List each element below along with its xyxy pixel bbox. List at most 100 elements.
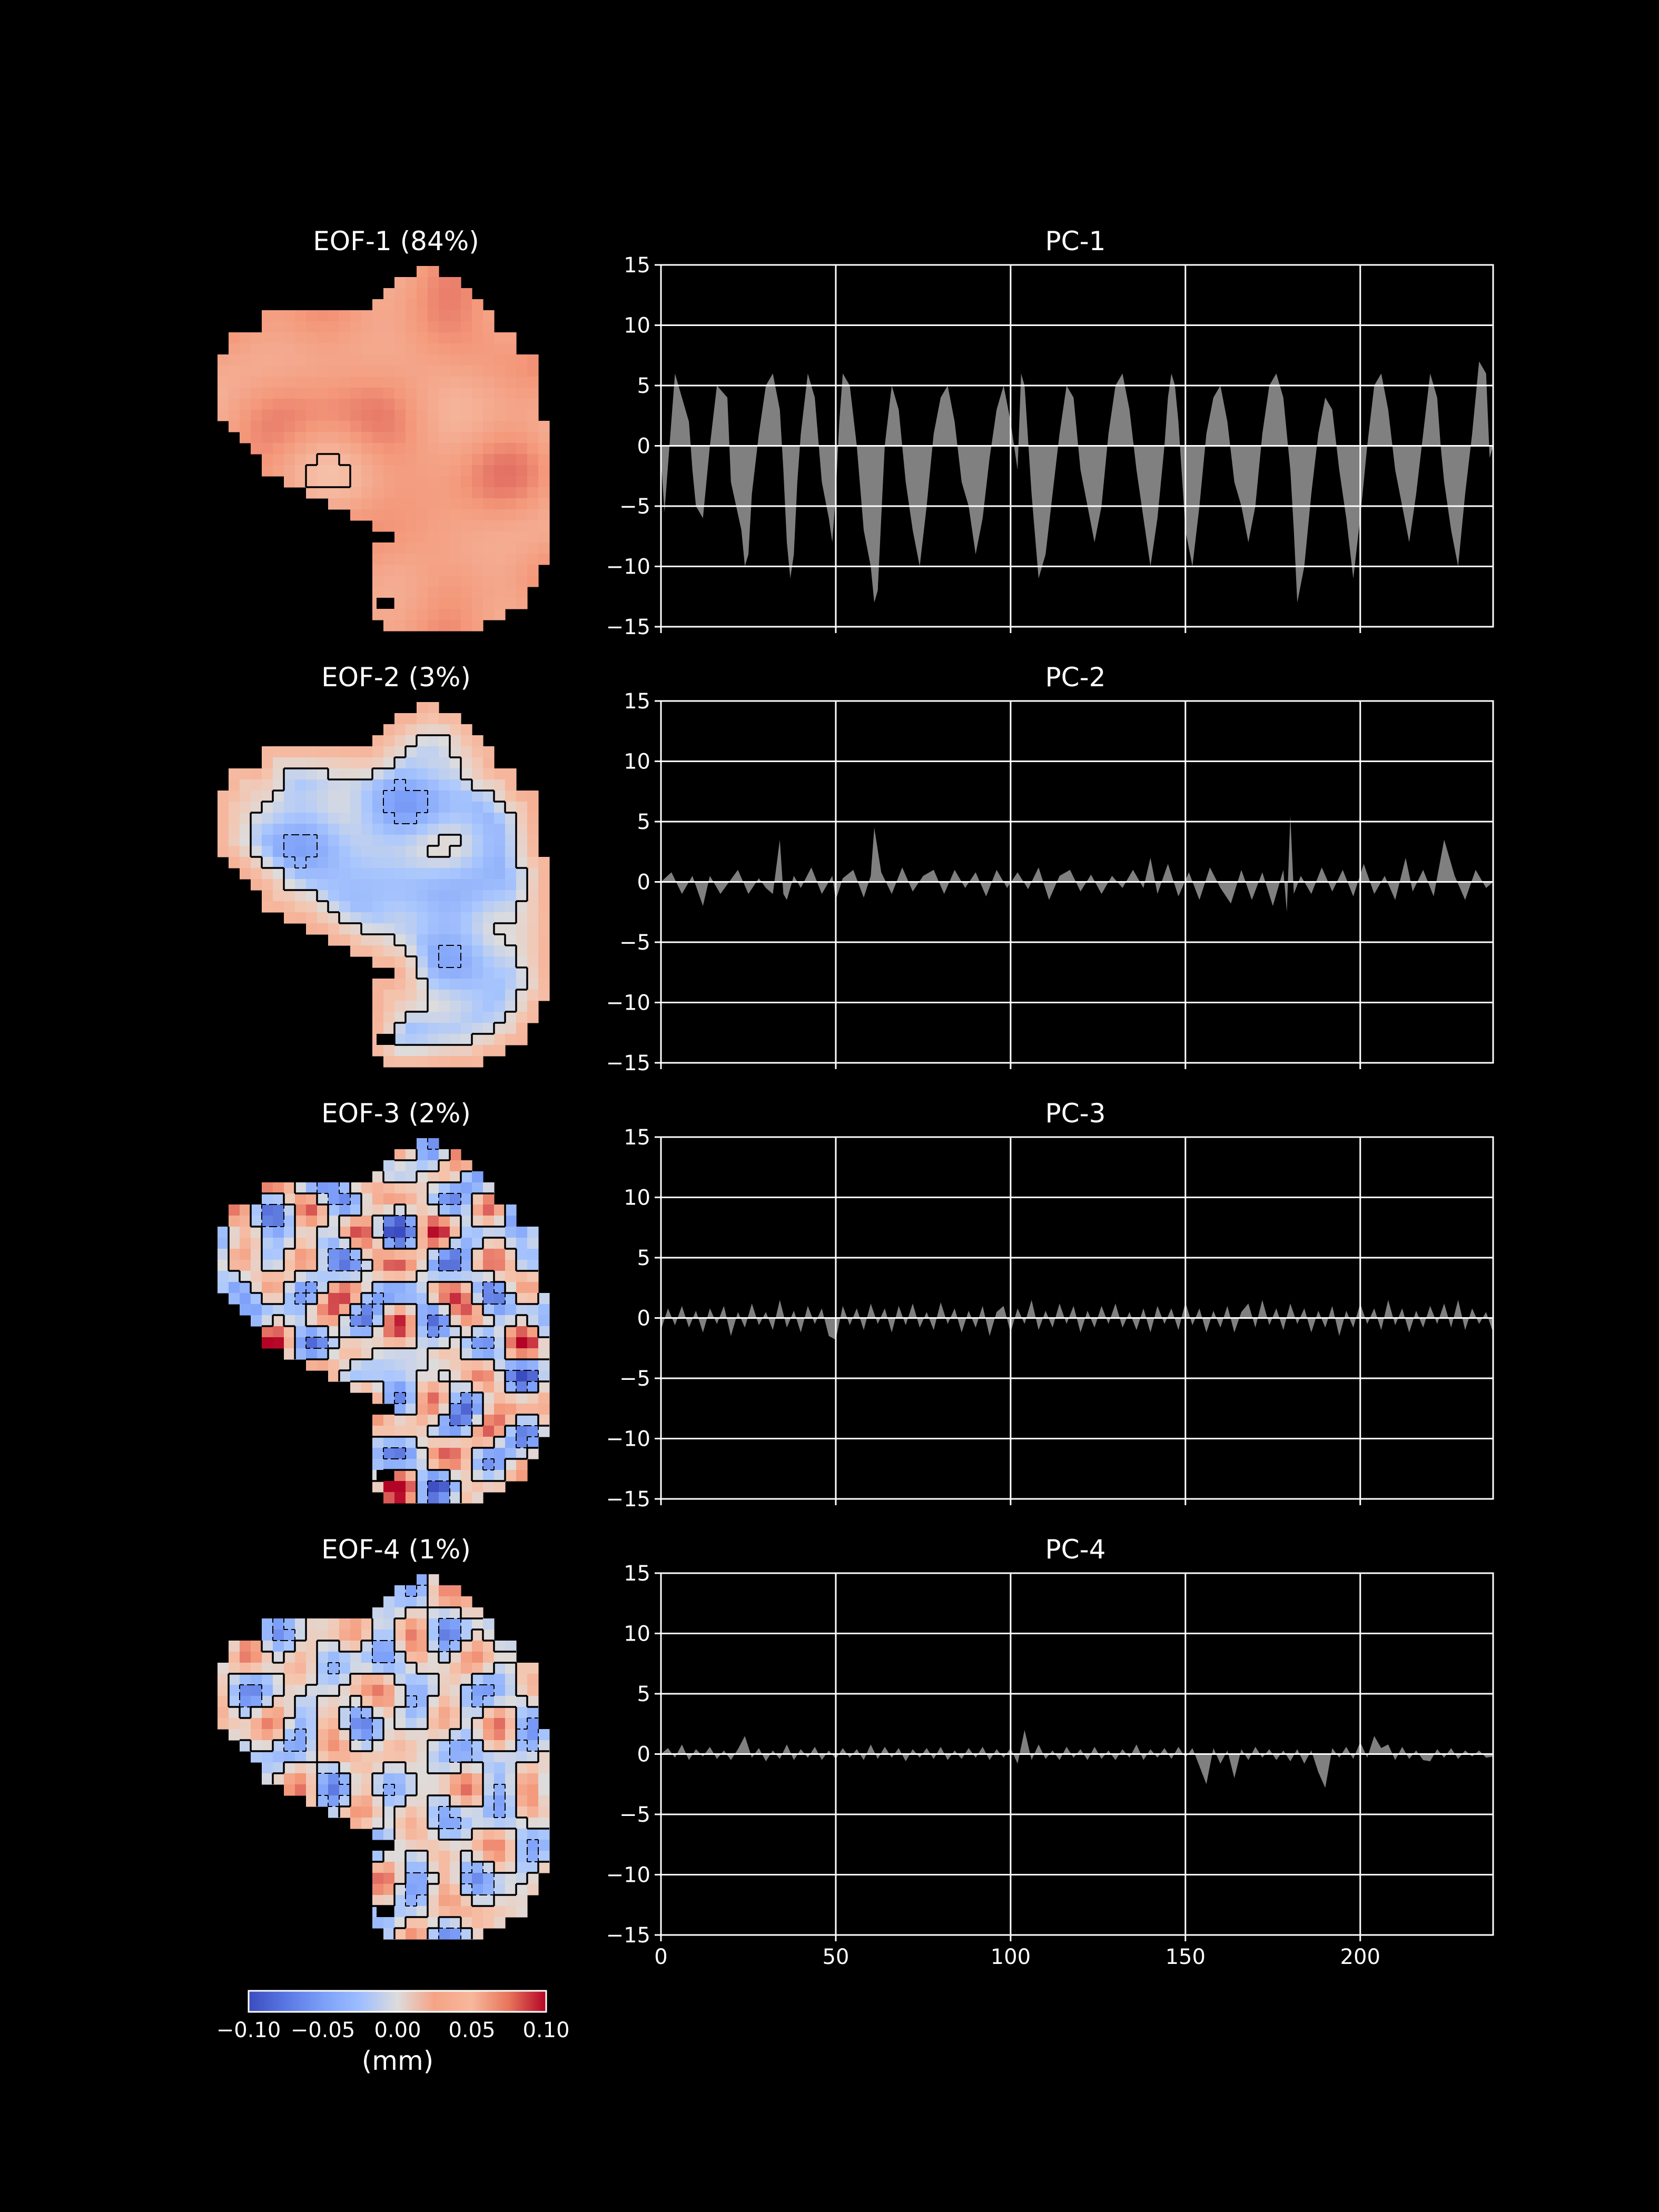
eof-cell xyxy=(251,1707,262,1719)
eof-cell xyxy=(472,967,483,979)
eof-cell xyxy=(428,1873,439,1884)
eof-cell xyxy=(251,1216,262,1227)
eof-cell xyxy=(472,791,483,802)
eof-cell xyxy=(394,1481,406,1493)
eof-cell xyxy=(372,846,384,857)
eof-cell xyxy=(306,857,318,868)
eof-cell xyxy=(428,1204,439,1216)
eof-cell xyxy=(372,1348,384,1360)
eof-cell xyxy=(439,1249,450,1260)
eof-cell xyxy=(516,598,528,609)
eof-cell xyxy=(494,1840,506,1851)
eof-cell xyxy=(406,1618,417,1630)
eof-cell xyxy=(527,1663,539,1674)
eof-cell xyxy=(383,746,395,758)
eof-cell xyxy=(439,1806,450,1818)
y-tick-label: 5 xyxy=(637,374,650,398)
eof-cell xyxy=(417,587,428,598)
eof-cell xyxy=(372,802,384,813)
eof-cell xyxy=(383,609,395,620)
eof-cell xyxy=(229,1641,240,1652)
eof-cell xyxy=(317,343,329,355)
eof-cell xyxy=(350,1729,362,1741)
eof-cell xyxy=(406,1023,417,1034)
eof-cell xyxy=(229,377,240,388)
eof-cell xyxy=(527,1348,539,1360)
eof-cell xyxy=(428,277,439,289)
eof-cell xyxy=(406,945,417,957)
eof-cell xyxy=(428,620,439,631)
eof-cell xyxy=(527,934,539,946)
eof-cell xyxy=(428,1806,439,1818)
eof-cell xyxy=(439,1271,450,1282)
eof-cell xyxy=(428,520,439,532)
eof-cell xyxy=(439,1818,450,1829)
eof-cell xyxy=(372,1895,384,1907)
eof-cell xyxy=(428,890,439,902)
eof-cell xyxy=(251,1271,262,1282)
eof-cell xyxy=(417,565,428,576)
eof-cell xyxy=(428,1160,439,1172)
eof-cell xyxy=(262,802,273,813)
eof-cell xyxy=(450,443,461,455)
eof-cell xyxy=(262,1641,273,1652)
eof-cell xyxy=(372,576,384,587)
eof-cell xyxy=(516,1404,528,1415)
eof-cell xyxy=(527,1873,539,1884)
eof-cell xyxy=(505,967,517,979)
eof-cell xyxy=(505,421,517,432)
eof-cell xyxy=(361,321,373,333)
eof-cell xyxy=(505,399,517,410)
eof-cell xyxy=(461,299,472,311)
eof-cell xyxy=(372,542,384,554)
eof-cell xyxy=(417,1304,428,1316)
eof-cell xyxy=(505,1718,517,1730)
eof-cell xyxy=(483,454,495,466)
eof-cell xyxy=(505,1326,517,1338)
eof-cell xyxy=(372,1873,384,1884)
eof-cell xyxy=(350,498,362,510)
eof-cell xyxy=(428,1740,439,1752)
eof-cell xyxy=(417,1204,428,1216)
eof-cell xyxy=(494,531,506,543)
eof-cell xyxy=(505,813,517,824)
eof-cell xyxy=(361,1216,373,1227)
eof-cell xyxy=(361,421,373,432)
eof-cell xyxy=(450,1304,461,1316)
contour-line xyxy=(305,453,351,488)
eof-cell xyxy=(417,509,428,521)
eof-cell xyxy=(406,1718,417,1730)
eof-cell xyxy=(350,1282,362,1293)
eof-cell xyxy=(406,454,417,466)
eof-cell xyxy=(317,366,329,377)
eof-cell xyxy=(538,1370,550,1382)
eof-cell xyxy=(527,901,539,913)
eof-cell xyxy=(273,1729,284,1741)
eof-cell xyxy=(251,354,262,366)
eof-cell xyxy=(494,1663,506,1674)
eof-cell xyxy=(394,1470,406,1482)
eof-cell xyxy=(229,824,240,835)
pc-3-title: PC-3 xyxy=(1045,1098,1106,1129)
eof-cell xyxy=(406,1001,417,1012)
eof-cell xyxy=(350,1337,362,1349)
eof-cell xyxy=(516,857,528,868)
eof-cell xyxy=(262,1238,273,1249)
eof-cell xyxy=(328,1729,340,1741)
eof-cell xyxy=(461,1696,472,1707)
eof-cell xyxy=(450,768,461,780)
eof-cell xyxy=(417,1171,428,1183)
eof-cell xyxy=(472,757,483,769)
eof-cell xyxy=(417,377,428,388)
eof-cell xyxy=(505,1895,517,1907)
eof-cell xyxy=(450,421,461,432)
eof-cell xyxy=(505,824,517,835)
eof-cell xyxy=(229,354,240,366)
eof-cell xyxy=(417,857,428,868)
eof-cell xyxy=(483,1806,495,1818)
eof-cell xyxy=(339,421,351,432)
eof-cell xyxy=(505,1034,517,1045)
eof-cell xyxy=(284,354,295,366)
eof-cell xyxy=(428,1056,439,1068)
eof-cell xyxy=(450,354,461,366)
